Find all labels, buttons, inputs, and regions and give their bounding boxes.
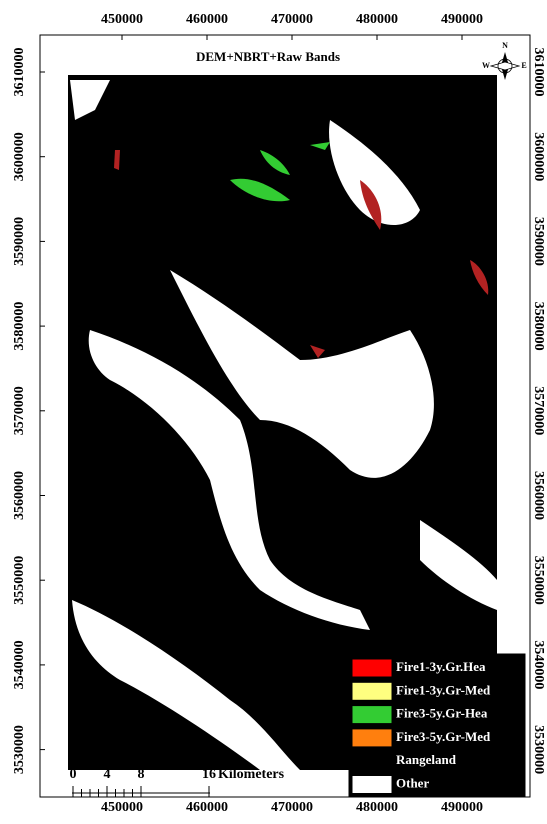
fire-patch	[114, 150, 120, 170]
legend-swatch	[352, 729, 392, 747]
east-label: E	[521, 61, 526, 70]
map-title: DEM+NBRT+Raw Bands	[196, 49, 340, 64]
x-tick-label: 480000	[356, 800, 398, 815]
legend-swatch	[352, 682, 392, 700]
y-tick-label: 3590000	[12, 217, 27, 266]
y-tick-label: 3580000	[12, 302, 27, 351]
legend-label: Rangeland	[396, 752, 457, 767]
x-tick-label: 490000	[441, 12, 483, 27]
x-tick-label: 470000	[271, 800, 313, 815]
page: {"title": "DEM+NBRT+Raw Bands", "x_ticks…	[0, 0, 547, 824]
scale-label: 16	[202, 767, 216, 782]
y-tick-label: 3560000	[12, 471, 27, 520]
y-tick-label: 3530000	[531, 725, 546, 774]
y-tick-label: 3580000	[531, 302, 546, 351]
y-tick-label: 3600000	[531, 132, 546, 181]
y-tick-label: 3610000	[12, 48, 27, 97]
legend-swatch	[352, 776, 392, 794]
scale-unit: Kilometers	[218, 767, 285, 782]
x-tick-label: 450000	[101, 12, 143, 27]
legend: Fire1-3y.Gr.Hea Fire1-3y.Gr-Med Fire3-5y.G…	[349, 654, 525, 797]
x-tick-label: 470000	[271, 12, 313, 27]
north-label: N	[502, 41, 508, 50]
x-tick-label: 490000	[441, 800, 483, 815]
y-tick-label: 3560000	[531, 471, 546, 520]
legend-swatch	[352, 706, 392, 724]
scale-label: 8	[138, 767, 145, 782]
y-tick-label: 3540000	[531, 640, 546, 689]
legend-label: Fire1-3y.Gr.Hea	[396, 659, 486, 674]
y-tick-label: 3610000	[531, 48, 546, 97]
legend-label: Other	[396, 775, 429, 790]
y-tick-label: 3540000	[12, 640, 27, 689]
y-tick-label: 3550000	[12, 556, 27, 605]
y-tick-label: 3530000	[12, 725, 27, 774]
map-figure: DEM+NBRT+Raw Bands N E W Fire1-3y.Gr.Hea…	[0, 0, 547, 824]
y-tick-label: 3590000	[531, 217, 546, 266]
legend-label: Fire1-3y.Gr-Med	[396, 682, 491, 697]
y-tick-label: 3570000	[12, 386, 27, 435]
x-tick-label: 460000	[186, 800, 228, 815]
y-tick-label: 3600000	[12, 132, 27, 181]
scale-label: 4	[104, 767, 111, 782]
legend-swatch	[352, 752, 392, 770]
y-tick-label: 3550000	[531, 556, 546, 605]
x-tick-label: 460000	[186, 12, 228, 27]
west-label: W	[482, 61, 490, 70]
scale-label: 0	[70, 767, 77, 782]
x-tick-label: 450000	[101, 800, 143, 815]
x-tick-label: 480000	[356, 12, 398, 27]
legend-label: Fire3-5y.Gr-Hea	[396, 706, 488, 721]
legend-swatch	[352, 659, 392, 677]
legend-label: Fire3-5y.Gr-Med	[396, 729, 491, 744]
y-tick-label: 3570000	[531, 386, 546, 435]
